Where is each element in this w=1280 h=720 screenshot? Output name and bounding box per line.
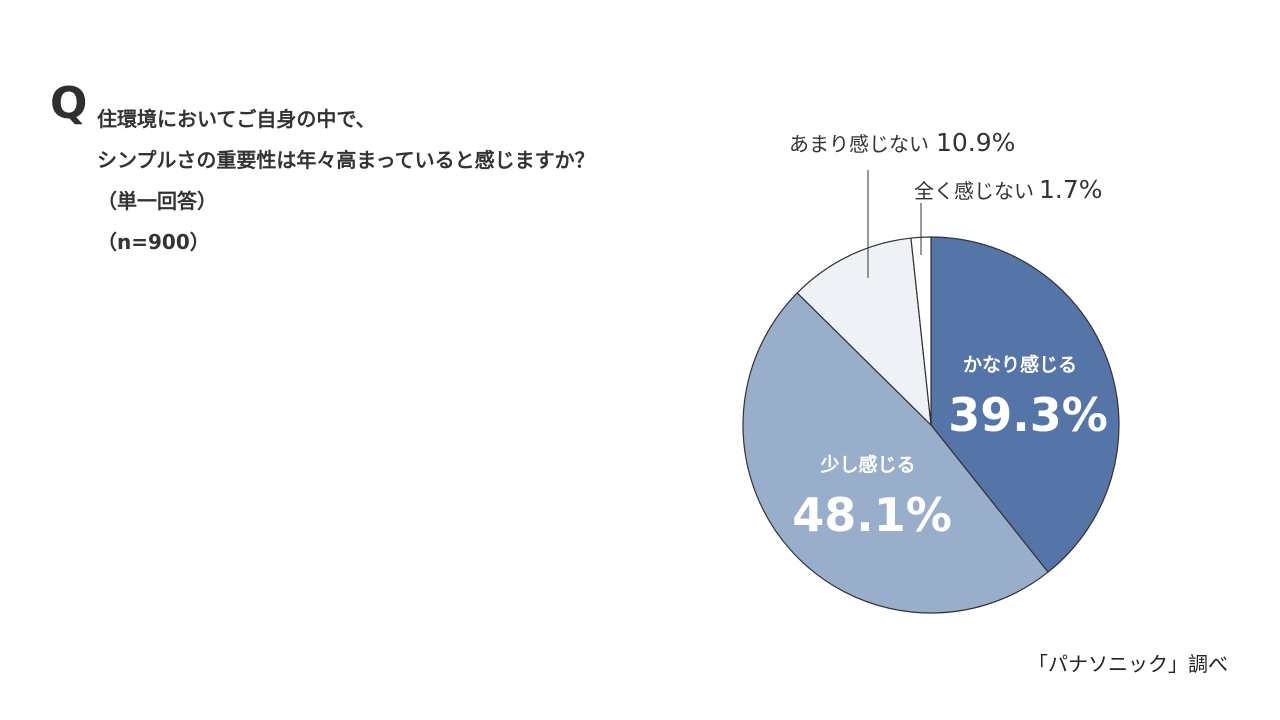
question-line-1: 住環境においてご自身の中で、 <box>97 107 376 131</box>
slice-value-1: 39.3% <box>948 388 1108 442</box>
slice-value-4: 1.7% <box>1039 175 1103 204</box>
question-line-2: シンプルさの重要性は年々高まっていると感じますか？ <box>97 148 595 172</box>
pie-slice-3 <box>796 237 932 426</box>
slice-label-3: あまり感じない <box>789 132 929 156</box>
slice-label-4: 全く感じない <box>914 179 1034 203</box>
question-sample-size: （n=900） <box>97 230 210 254</box>
source-credit: 「パナソニック」調べ <box>1028 652 1228 676</box>
question-mark: Q <box>50 78 88 129</box>
slice-value-2: 48.1% <box>792 488 952 542</box>
slice-label-2: 少し感じる <box>819 453 915 476</box>
slice-value-3: 10.9% <box>936 128 1015 157</box>
slice-label-1: かなり感じる <box>963 353 1077 376</box>
question-answer-type: （単一回答） <box>97 189 217 213</box>
pie-slice-2 <box>742 292 1049 614</box>
pie-slice-1 <box>930 236 1120 573</box>
